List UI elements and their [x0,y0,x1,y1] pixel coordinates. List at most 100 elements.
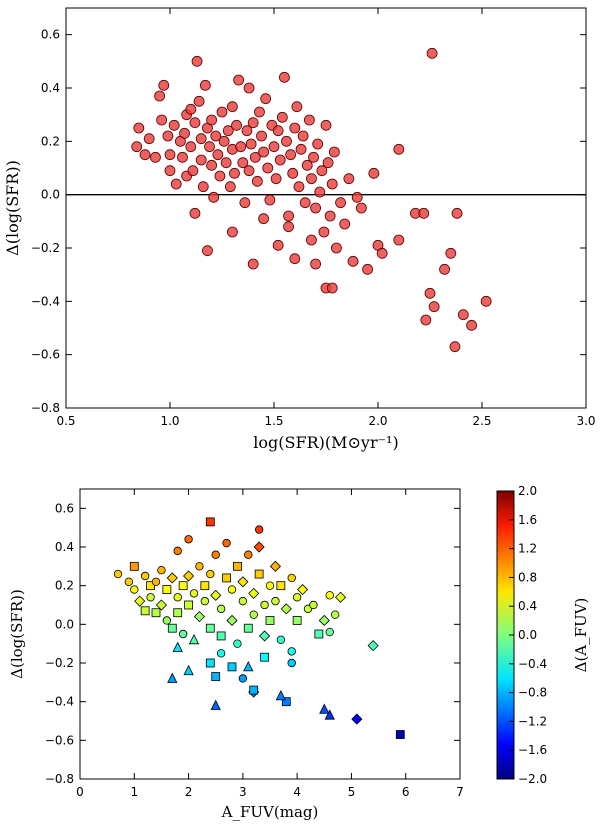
top-data-point [289,122,301,134]
top-data-point [241,125,253,137]
top-data-point [330,242,342,254]
top-data-point [326,282,338,294]
bottom-square-point [205,658,215,668]
bottom-triangle-point [167,672,178,683]
top-data-point [318,226,330,238]
top-data-point [168,119,180,131]
bottom-diamond-point [226,614,238,627]
bottom-square-point [178,581,188,591]
top-data-point [243,165,255,177]
bottom-circle-point [325,627,334,637]
bottom-square-point [227,662,237,672]
bottom-square-point [162,585,172,594]
bottom-square-point [129,561,139,571]
bottom-diamond-point [183,570,195,582]
bottom-circle-point [113,569,123,579]
colorbar-tick-label: −2.0 [518,772,547,786]
top-data-point [376,247,388,259]
top-data-point [310,202,322,214]
top-data-point [326,178,338,190]
top-data-point [445,247,457,259]
colorbar-tick-label: −0.4 [518,657,547,671]
top-data-point [466,319,478,331]
top-y-axis-label: Δ(log(SFR)) [3,160,22,256]
top-data-point [306,234,317,246]
top-data-point [156,114,168,126]
top-data-point [247,117,259,129]
top-y-tick-label: −0.2 [31,241,60,255]
top-data-point [297,130,309,142]
top-data-point [293,181,305,193]
bottom-circle-point [292,593,302,602]
top-data-point [187,165,199,177]
bottom-circle-point [287,647,296,656]
top-data-point [249,151,261,163]
top-data-point [289,253,301,265]
bottom-square-point [281,697,291,707]
top-data-point [231,119,242,131]
bottom-square-point [233,561,242,571]
top-data-point [439,263,450,275]
bottom-circle-point [260,600,269,610]
bottom-circle-point [206,569,215,579]
top-data-point [322,157,334,169]
bottom-square-point [395,730,405,739]
top-data-point [351,191,363,203]
top-data-point [268,141,280,153]
top-data-point [189,207,201,219]
bottom-circle-point [146,593,155,602]
bottom-y-tick-label: −0.4 [45,695,74,709]
top-data-point [316,165,328,177]
top-data-point [303,114,315,126]
top-data-point [308,151,319,163]
top-data-point [339,218,351,230]
top-data-point [206,114,218,126]
top-data-point [258,213,270,225]
colorbar-label: Δ(A_FUV) [572,598,590,673]
top-data-point [272,239,284,251]
top-y-tick-label: −0.4 [31,294,60,308]
bottom-square-point [292,616,302,625]
bottom-circle-point [173,546,182,556]
top-data-point [457,309,469,321]
bottom-square-point [276,581,286,591]
bottom-circle-point [330,610,340,619]
top-data-point [195,154,207,166]
top-y-tick-label: −0.6 [31,348,60,362]
bottom-circle-point [184,535,193,544]
bottom-square-point [184,600,193,610]
top-data-point [218,135,230,147]
bottom-circle-point [244,550,253,559]
bottom-diamond-point [237,576,249,588]
top-y-tick-label: 0.4 [41,81,60,95]
bottom-square-point [167,623,177,633]
colorbar-tick-label: 2.0 [518,484,537,498]
colorbar-tick-label: −1.6 [518,743,547,757]
top-data-point [285,149,297,161]
bottom-y-tick-label: 0.4 [55,540,74,554]
top-data-point [281,135,292,147]
top-data-point [226,226,238,238]
top-data-point [189,117,201,129]
bottom-diamond-point [155,599,167,611]
top-data-point [239,197,251,209]
bottom-y-axis-label: Δ(log(SFR)) [8,589,26,679]
bottom-circle-point [130,585,139,594]
top-scatter-panel: 0.5 1.0 1.5 2.0 2.5 3.0 −0.8 −0.6 −0.4 −0.2 0.0 0.2… [3,7,596,452]
bottom-x-tick-label: 2 [185,785,193,799]
top-data-point [195,133,207,145]
top-y-tick-label: 0.0 [41,188,60,202]
top-data-point [197,181,209,193]
top-y-tick-label: 0.2 [41,134,60,148]
top-data-point [451,207,463,219]
top-data-point [206,159,218,171]
top-data-point [343,173,355,185]
top-x-tick-label: 2.5 [472,414,491,428]
top-data-point [287,167,299,179]
bottom-diamond-point [166,572,178,584]
top-data-point [283,221,294,233]
top-data-point [164,165,176,177]
colorbar-tick-label: 1.2 [518,542,537,556]
top-data-point [204,141,215,153]
top-data-point [251,175,263,187]
